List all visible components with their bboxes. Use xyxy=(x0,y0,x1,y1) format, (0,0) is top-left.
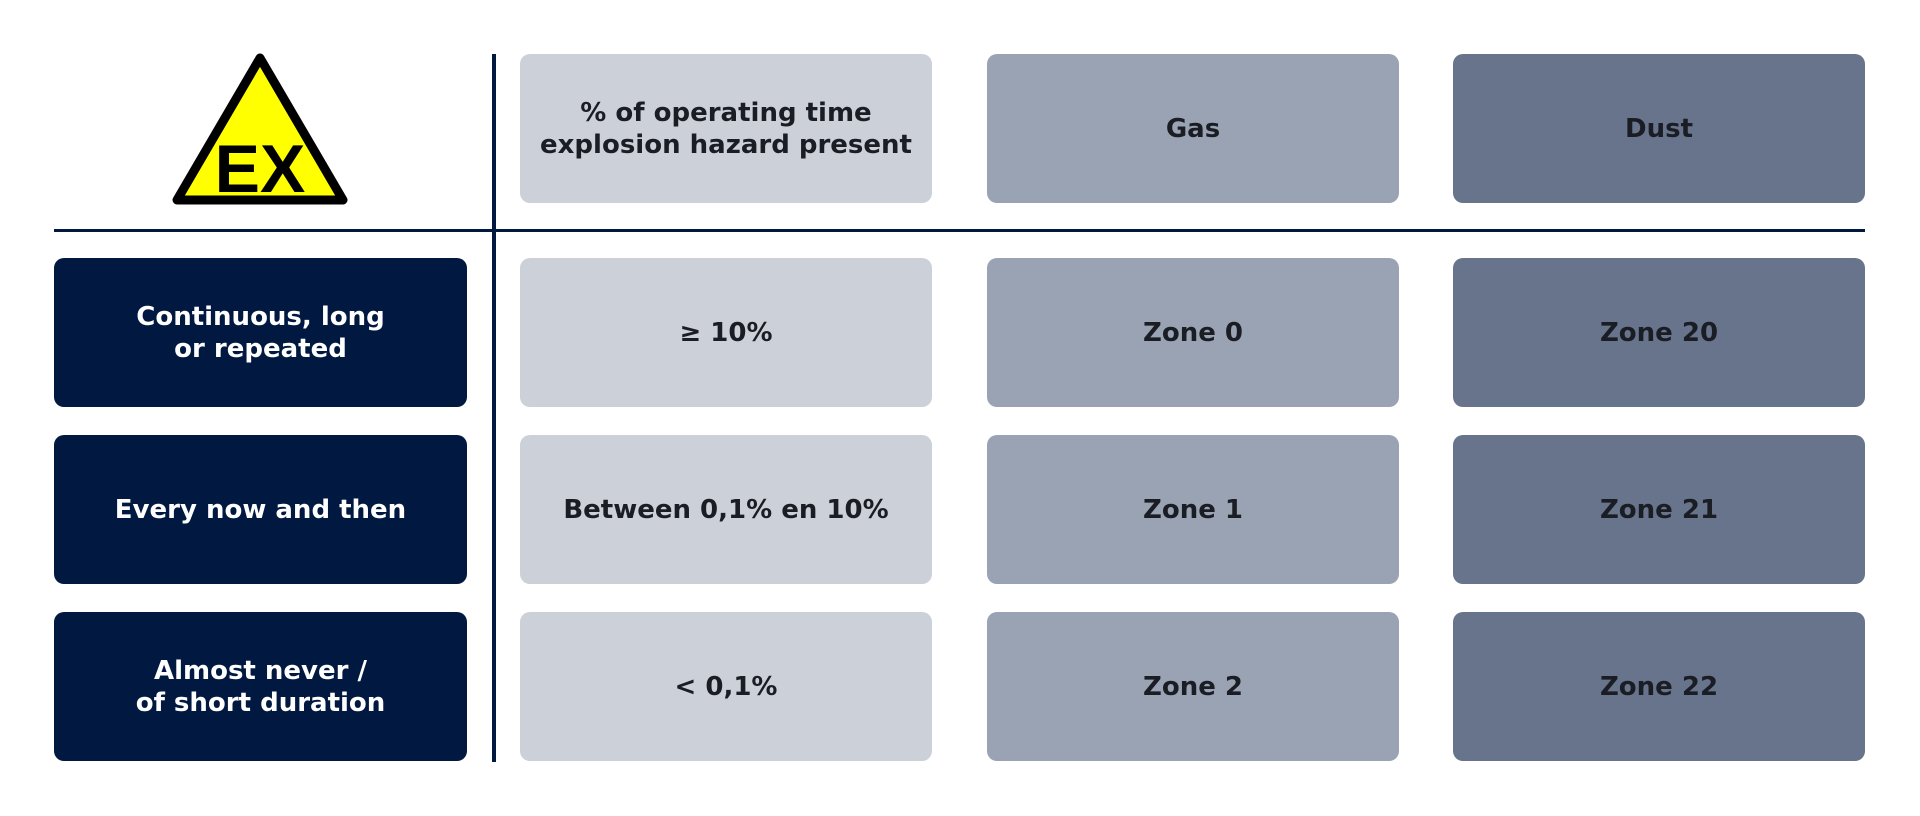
cell: Zone 21 xyxy=(1453,435,1865,584)
warning-triangle xyxy=(172,53,348,205)
ex-icon: EX xyxy=(172,53,348,207)
cell: < 0,1% xyxy=(520,612,932,761)
header-cell: Dust xyxy=(1453,54,1865,203)
horizontal-rule xyxy=(54,229,1865,232)
row-label: Continuous, long or repeated xyxy=(54,258,467,407)
cell: Zone 2 xyxy=(987,612,1399,761)
cell: Zone 0 xyxy=(987,258,1399,407)
cell: ≥ 10% xyxy=(520,258,932,407)
header-cell: % of operating time explosion hazard pre… xyxy=(520,54,932,203)
cell: Zone 20 xyxy=(1453,258,1865,407)
cell: Zone 22 xyxy=(1453,612,1865,761)
cell: Zone 1 xyxy=(987,435,1399,584)
cell: Between 0,1% en 10% xyxy=(520,435,932,584)
header-cell: Gas xyxy=(987,54,1399,203)
icon-label: EX xyxy=(215,131,306,207)
row-label: Every now and then xyxy=(54,435,467,584)
row-label: Almost never / of short duration xyxy=(54,612,467,761)
vertical-rule xyxy=(492,54,496,762)
